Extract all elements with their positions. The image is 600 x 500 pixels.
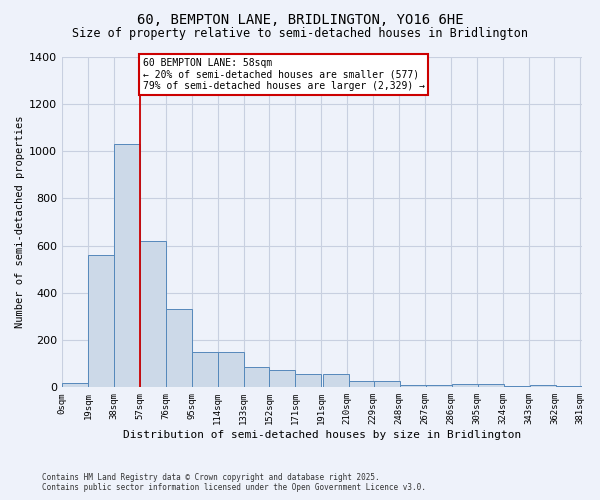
Bar [218, 352, 244, 388]
Bar [140, 241, 166, 388]
Bar [323, 374, 349, 388]
Bar [504, 386, 530, 388]
Bar [374, 380, 400, 388]
Bar [400, 385, 426, 388]
Bar [349, 382, 374, 388]
Bar [556, 386, 582, 388]
Bar [530, 386, 556, 388]
X-axis label: Distribution of semi-detached houses by size in Bridlington: Distribution of semi-detached houses by … [123, 430, 521, 440]
Bar [192, 352, 218, 388]
Bar [114, 144, 140, 388]
Bar [426, 385, 452, 388]
Text: Size of property relative to semi-detached houses in Bridlington: Size of property relative to semi-detach… [72, 28, 528, 40]
Bar [244, 367, 269, 388]
Bar [166, 310, 192, 388]
Text: 60, BEMPTON LANE, BRIDLINGTON, YO16 6HE: 60, BEMPTON LANE, BRIDLINGTON, YO16 6HE [137, 12, 463, 26]
Bar [478, 384, 504, 388]
Bar [88, 255, 114, 388]
Y-axis label: Number of semi-detached properties: Number of semi-detached properties [15, 116, 25, 328]
Text: 60 BEMPTON LANE: 58sqm
← 20% of semi-detached houses are smaller (577)
79% of se: 60 BEMPTON LANE: 58sqm ← 20% of semi-det… [143, 58, 425, 92]
Bar [62, 382, 88, 388]
Bar [269, 370, 295, 388]
Text: Contains HM Land Registry data © Crown copyright and database right 2025.
Contai: Contains HM Land Registry data © Crown c… [42, 473, 426, 492]
Bar [452, 384, 478, 388]
Bar [295, 374, 321, 388]
